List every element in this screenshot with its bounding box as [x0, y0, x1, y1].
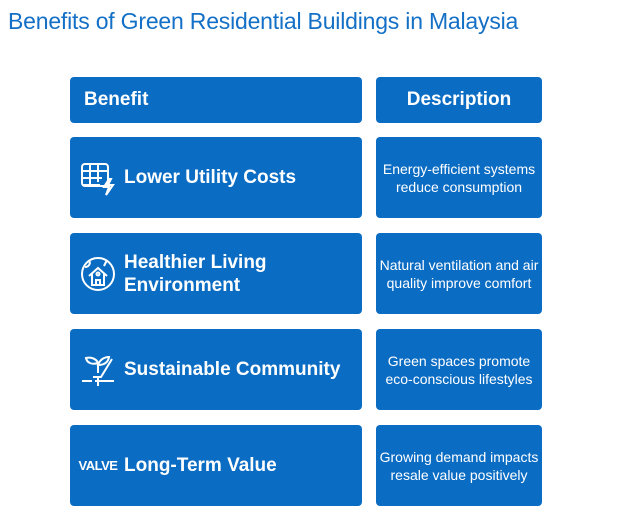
- globe-house-icon: [78, 254, 118, 294]
- description-row-4: Growing demand impacts resale value posi…: [376, 425, 542, 506]
- spreadsheet-lightning-icon: [78, 158, 118, 198]
- description-row-1: Energy-efficient systems reduce consumpt…: [376, 137, 542, 218]
- benefit-label: Sustainable Community: [124, 359, 341, 380]
- benefit-label: Lower Utility Costs: [124, 167, 297, 188]
- benefit-row-2: Healthier Living Environment: [70, 233, 362, 314]
- description-row-2: Natural ventilation and air quality impr…: [376, 233, 542, 314]
- benefit-row-1: Lower Utility Costs: [70, 137, 362, 218]
- benefit-row-3: Sustainable Community: [70, 329, 362, 410]
- description-row-3: Green spaces promote eco-conscious lifes…: [376, 329, 542, 410]
- header-description: Description: [376, 77, 542, 123]
- benefit-row-4: VALVE Long-Term Value: [70, 425, 362, 506]
- header-benefit: Benefit: [70, 77, 362, 123]
- hand-plant-icon: [78, 350, 118, 390]
- benefit-label: Healthier Living Environment: [124, 251, 267, 296]
- page-title: Benefits of Green Residential Buildings …: [8, 8, 519, 34]
- valve-logo-icon: VALVE: [78, 458, 118, 473]
- benefit-label: Long-Term Value: [124, 455, 277, 476]
